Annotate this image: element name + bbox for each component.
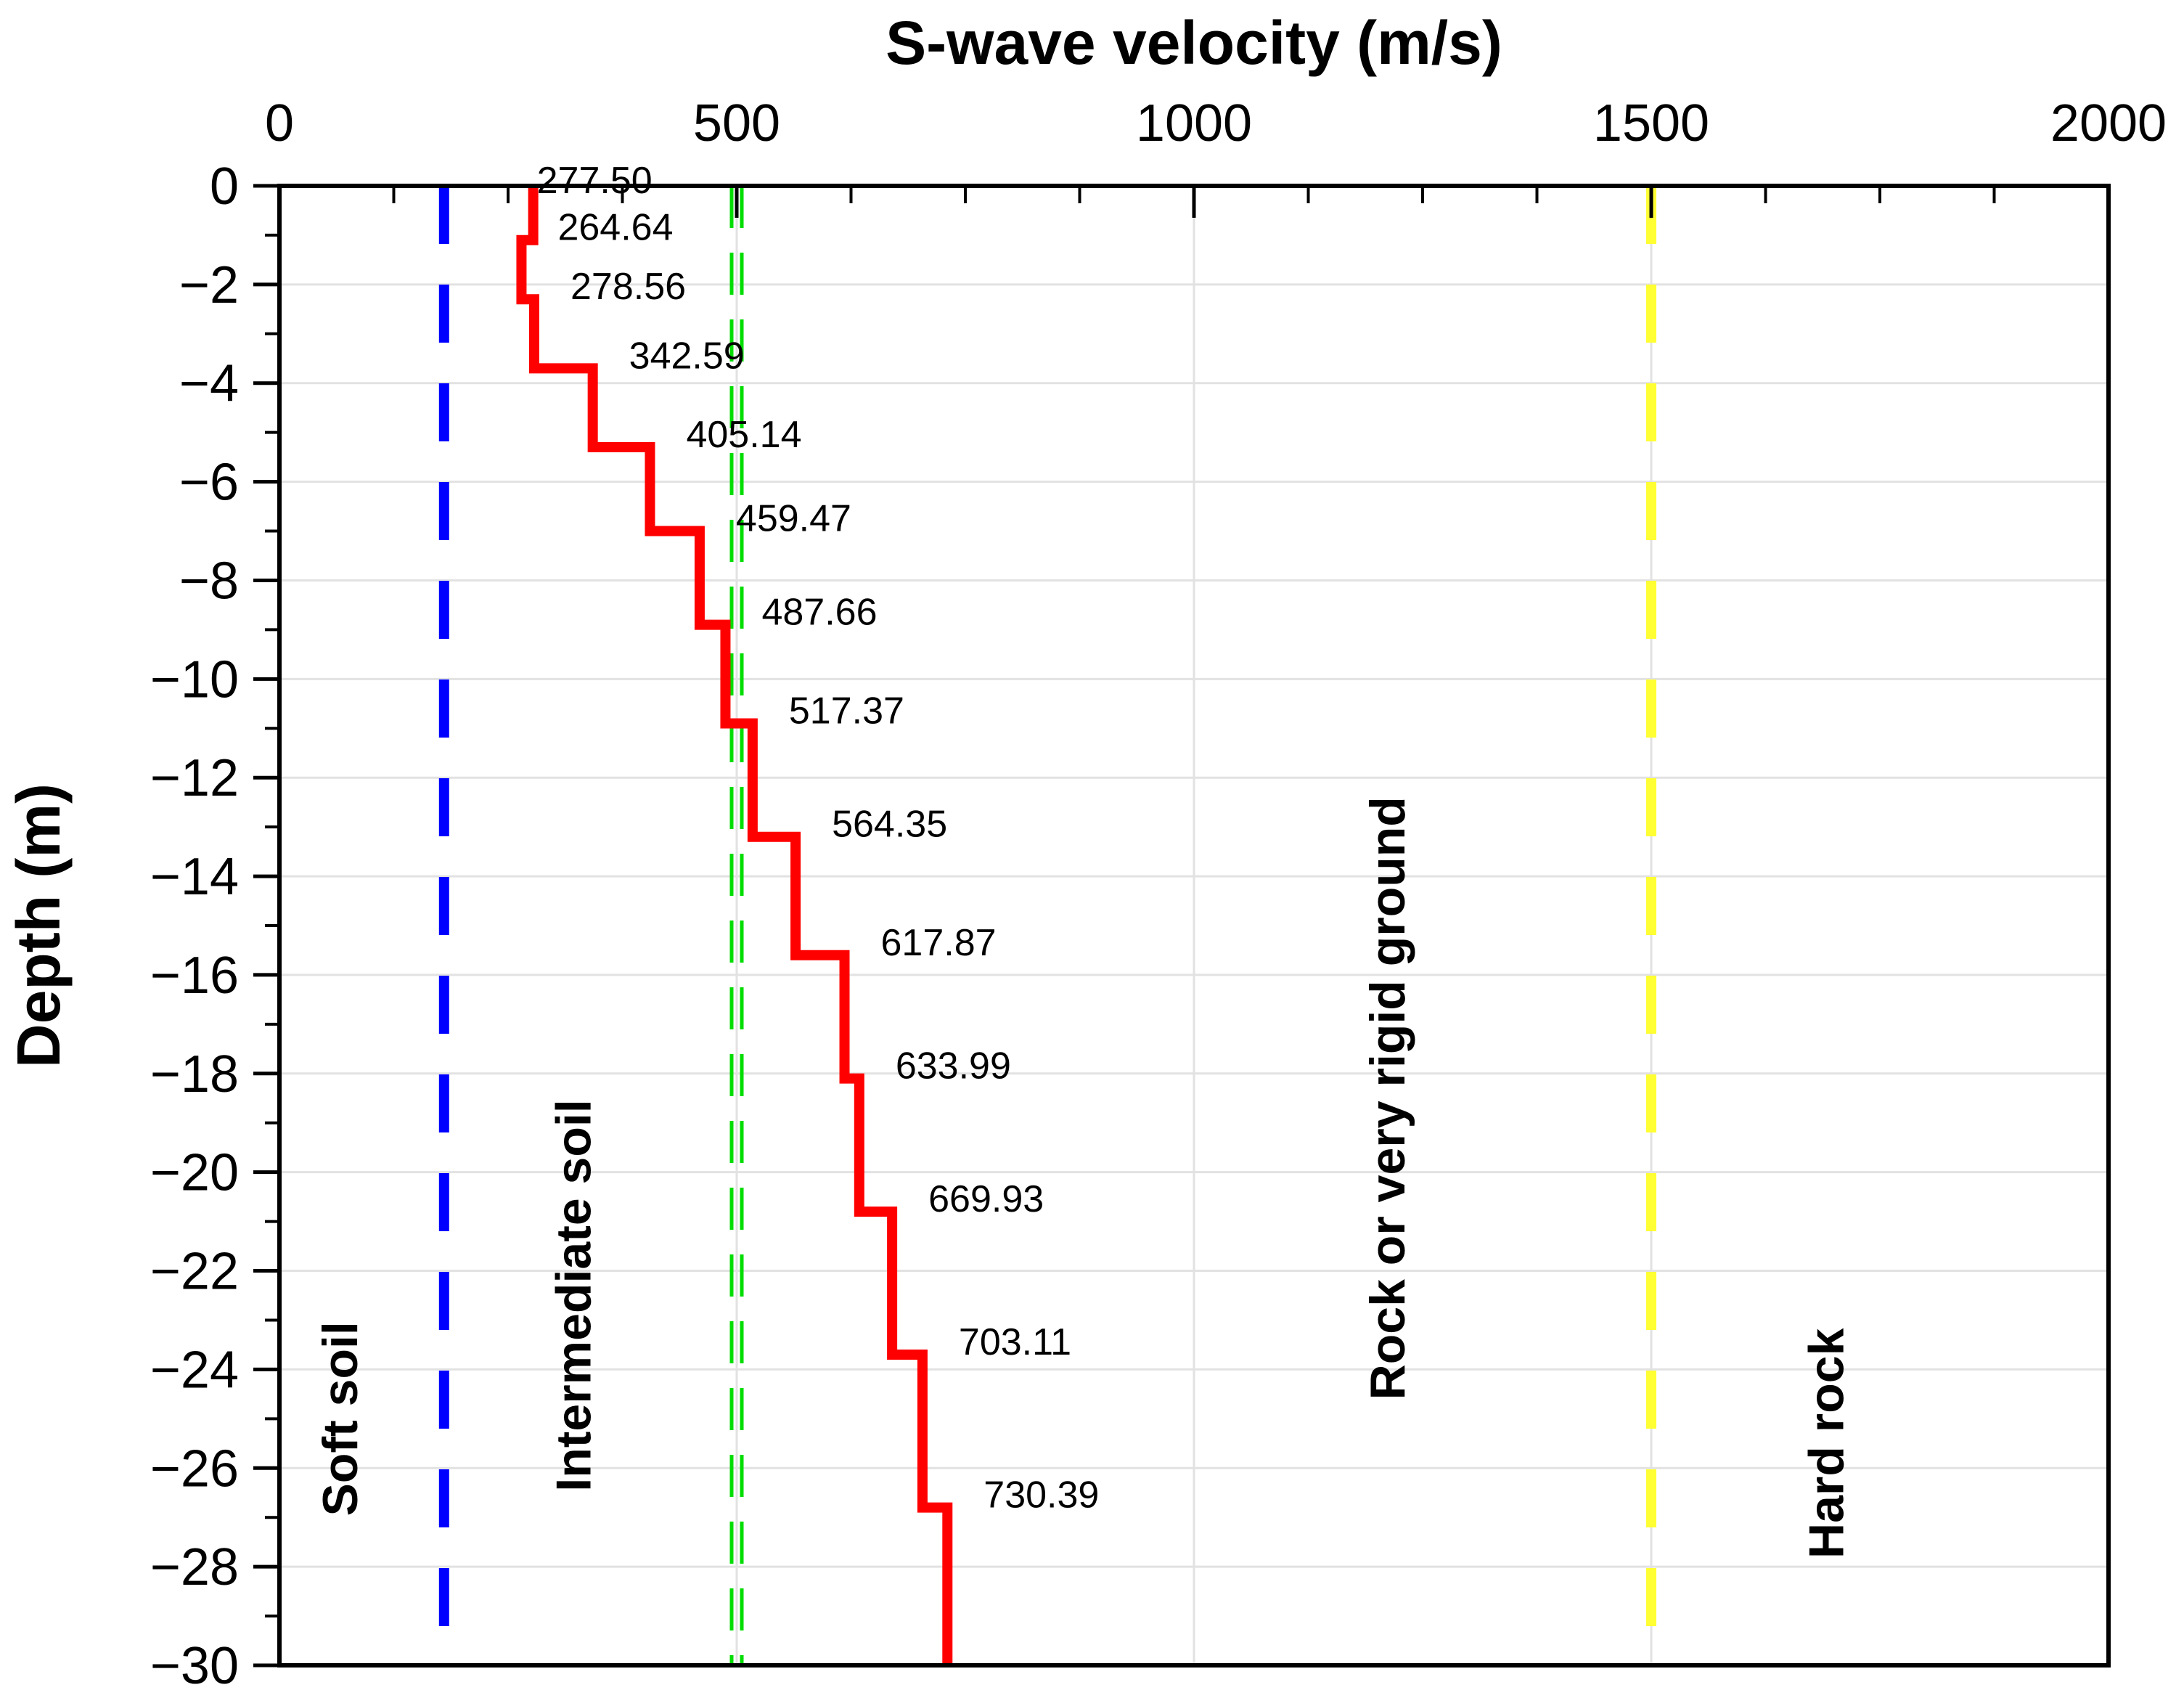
data-label: 487.66 [761,592,877,634]
data-label: 730.39 [983,1474,1099,1517]
y-tick-label: −6 [179,454,239,512]
data-label: 703.11 [959,1321,1071,1363]
series-lines [516,186,953,1665]
y-tick-label: −26 [150,1440,239,1498]
zone-label: Soft soil [313,1321,368,1516]
zone-label: Intermediate soil [546,1099,601,1491]
data-label: 617.87 [881,922,997,964]
data-label: 564.35 [832,804,947,846]
y-tick-label: −12 [150,749,239,807]
data-label: 342.59 [629,335,745,377]
x-tick-label: 500 [693,94,780,152]
y-tick-label: −10 [150,650,239,709]
vs-profile-line [516,186,953,1665]
axis-ticks: 0 500 1000 1500 2000 0 −2 −4 −6 −8 −10 −12 −14 −16 −18… [150,94,2167,1695]
y-tick-label: 0 [210,158,239,216]
data-label: 264.64 [557,207,673,249]
x-tick-label: 2000 [2050,94,2167,152]
y-tick-label: −28 [150,1538,239,1596]
y-tick-label: −4 [179,355,239,413]
x-tick-label: 0 [265,94,294,152]
y-tick-label: −14 [150,848,239,906]
grid-lines [278,184,2110,1667]
x-tick-label: 1500 [1593,94,1709,152]
y-tick-label: −16 [150,947,239,1005]
data-label: 633.99 [896,1045,1011,1087]
zone-label: Rock or very rigid ground [1360,796,1415,1400]
zone-label: Hard rock [1799,1328,1854,1559]
x-axis-title: S-wave velocity (m/s) [886,9,1502,77]
data-label: 517.37 [789,690,904,732]
zone-labels: Soft soil Intermediate soil Rock or very r… [313,796,1854,1559]
y-tick-label: −18 [150,1045,239,1103]
y-tick-label: −20 [150,1144,239,1202]
data-label: 405.14 [686,414,801,456]
data-label: 277.50 [537,160,653,202]
data-labels: 277.50 264.64 278.56 342.59 405.14 459.47 487.… [537,160,1100,1517]
data-label: 459.47 [736,498,851,540]
x-tick-label: 1000 [1136,94,1252,152]
y-tick-label: −8 [179,552,239,610]
y-tick-label: −22 [150,1243,239,1301]
y-tick-label: −24 [150,1341,239,1399]
y-tick-label: −2 [179,256,239,314]
data-label: 669.93 [928,1178,1044,1220]
y-tick-label: −30 [150,1637,239,1695]
data-label: 278.56 [570,266,686,308]
threshold-lines [438,186,1656,1665]
y-axis-title: Depth (m) [4,783,73,1068]
